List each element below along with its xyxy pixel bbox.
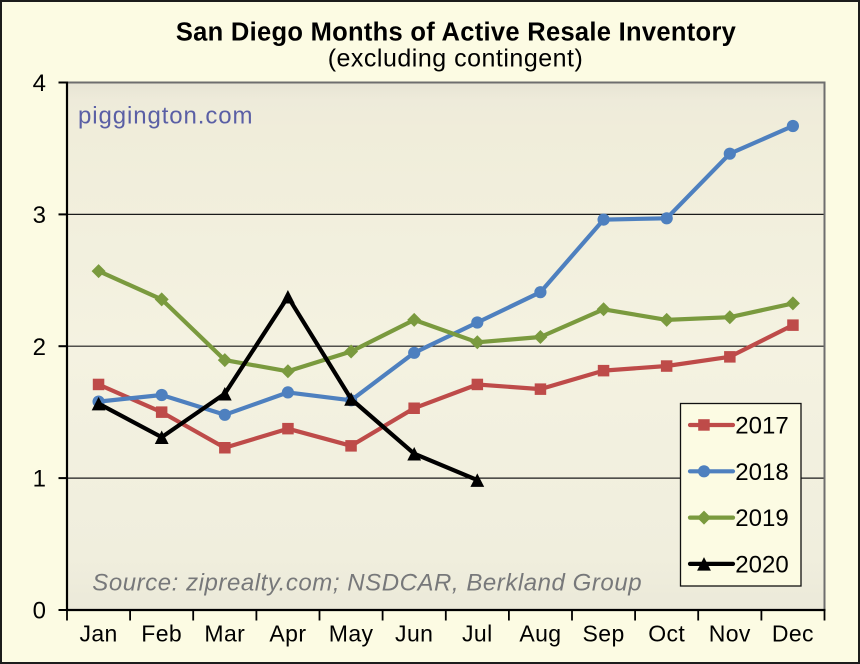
svg-text:piggington.com: piggington.com — [78, 102, 253, 129]
svg-text:Dec: Dec — [772, 621, 814, 647]
svg-text:2018: 2018 — [735, 459, 788, 486]
svg-text:2019: 2019 — [735, 505, 788, 532]
svg-text:Aug: Aug — [519, 621, 561, 647]
svg-text:3: 3 — [33, 202, 46, 229]
svg-text:Apr: Apr — [269, 621, 306, 647]
svg-text:2: 2 — [33, 334, 46, 361]
svg-text:2020: 2020 — [735, 551, 788, 578]
svg-text:1: 1 — [33, 466, 46, 493]
svg-text:Nov: Nov — [709, 621, 751, 647]
svg-text:Feb: Feb — [141, 621, 182, 647]
svg-text:Jul: Jul — [462, 621, 493, 647]
svg-text:4: 4 — [33, 70, 46, 97]
svg-text:0: 0 — [33, 598, 46, 625]
svg-text:May: May — [329, 621, 374, 647]
svg-text:(excluding contingent): (excluding contingent) — [328, 45, 584, 73]
svg-text:Jun: Jun — [395, 621, 433, 647]
svg-text:Sep: Sep — [583, 621, 625, 647]
svg-text:Source: ziprealty.com; NSDCAR,: Source: ziprealty.com; NSDCAR, Berkland … — [92, 570, 642, 597]
svg-text:Jan: Jan — [79, 621, 117, 647]
svg-text:San Diego Months of Active Res: San Diego Months of Active Resale Invent… — [176, 18, 737, 46]
svg-text:2017: 2017 — [735, 413, 788, 440]
svg-text:Mar: Mar — [204, 621, 245, 647]
svg-text:Oct: Oct — [648, 621, 685, 647]
